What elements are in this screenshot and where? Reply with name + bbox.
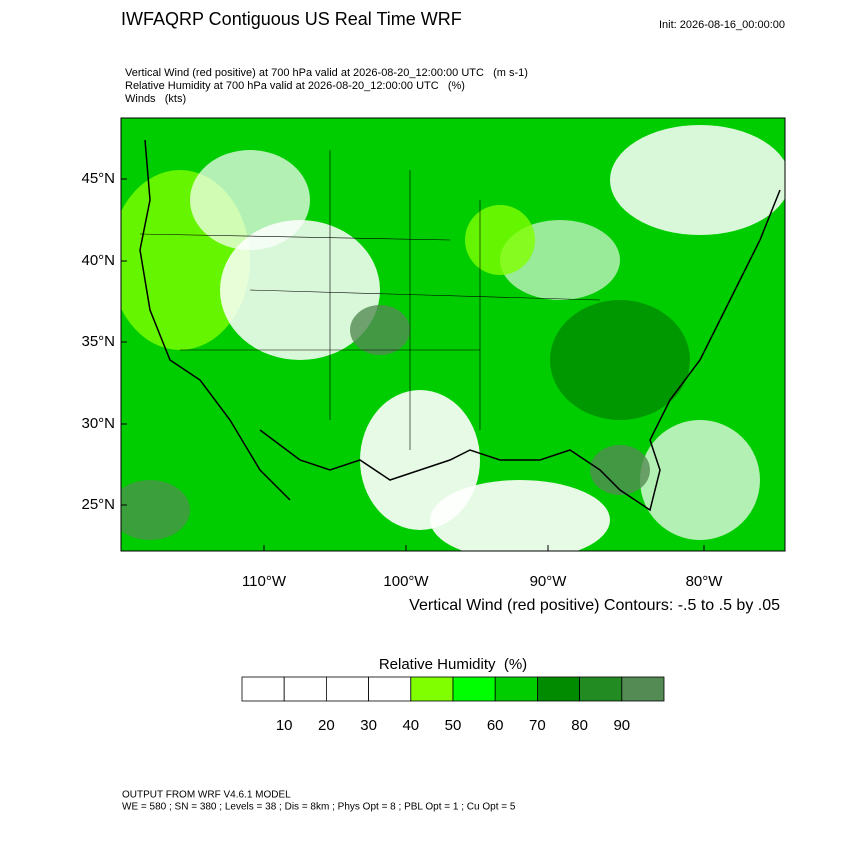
lon-label: 80°W: [686, 573, 724, 590]
color-box: [621, 676, 665, 702]
lon-label: 90°W: [530, 573, 568, 590]
lat-label: 30°N: [81, 415, 115, 432]
footer-line: OUTPUT FROM WRF V4.6.1 MODEL: [122, 790, 291, 801]
map: [120, 117, 786, 552]
color-box: [579, 676, 623, 702]
contour-note: Vertical Wind (red positive) Contours: -…: [409, 597, 780, 614]
colorbar-label: 20: [318, 717, 335, 734]
lon-label: 100°W: [383, 573, 429, 590]
colorbar-label: 50: [445, 717, 462, 734]
colorbar-label: 80: [571, 717, 588, 734]
colorbar-label: 30: [360, 717, 377, 734]
lat-label: 40°N: [81, 252, 115, 269]
colorbar-label: 70: [529, 717, 546, 734]
color-box: [241, 676, 285, 702]
colorbar: 10 20 30 40 50 60 70 80 90: [241, 676, 665, 734]
title: IWFAQRP Contiguous US Real Time WRF: [121, 9, 462, 29]
color-box: [368, 676, 412, 702]
field-line: Vertical Wind (red positive) at 700 hPa …: [125, 67, 528, 79]
colorbar-label: 60: [487, 717, 504, 734]
colorbar-label: 40: [402, 717, 419, 734]
lat-label: 35°N: [81, 333, 115, 350]
color-box: [410, 676, 454, 702]
init-time: Init: 2026-08-16_00:00:00: [659, 19, 785, 31]
lat-label: 45°N: [81, 170, 115, 187]
lon-label: 110°W: [242, 573, 287, 590]
lat-label: 25°N: [81, 496, 115, 513]
color-box: [537, 676, 581, 702]
colorbar-label: 90: [613, 717, 630, 734]
colorbar-label: 10: [276, 717, 293, 734]
color-box: [494, 676, 538, 702]
color-box: [283, 676, 327, 702]
color-box: [452, 676, 496, 702]
field-line: Relative Humidity at 700 hPa valid at 20…: [125, 80, 465, 92]
color-box: [325, 676, 369, 702]
footer-line: WE = 580 ; SN = 380 ; Levels = 38 ; Dis …: [122, 802, 516, 813]
field-line: Winds (kts): [125, 93, 186, 105]
colorbar-title: Relative Humidity (%): [379, 656, 527, 673]
